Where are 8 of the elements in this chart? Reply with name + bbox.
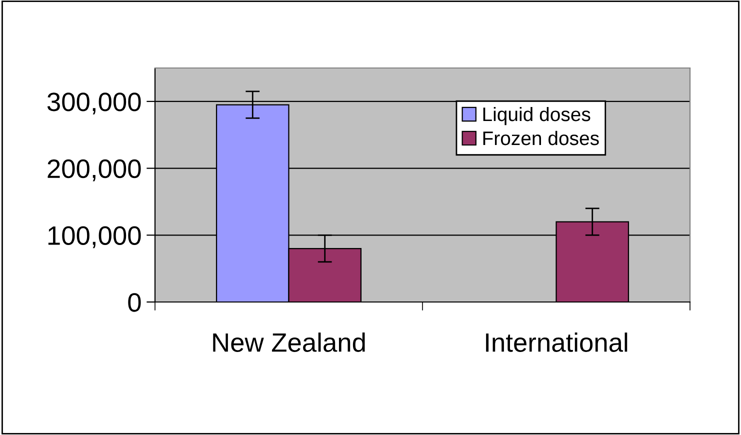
legend-label: Frozen doses [483,130,599,146]
x-tick-label: New Zealand [213,332,365,352]
legend-label: Liquid doses [483,106,590,126]
y-tick-label: 0 [128,293,141,312]
y-tick-label: 100,000 [48,226,141,248]
y-tick-label: 200,000 [48,159,141,182]
x-tick-label: International [486,332,628,352]
y-tick-label: 300,000 [47,92,141,114]
